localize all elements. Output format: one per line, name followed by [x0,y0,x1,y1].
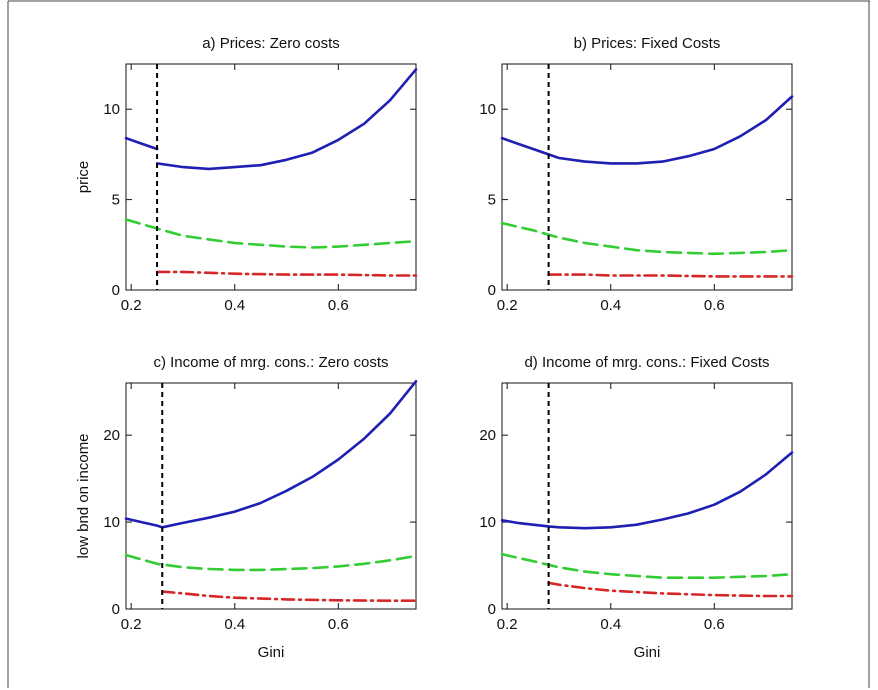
x-tick-label: 0.2 [497,616,518,633]
series-1-line [500,451,794,530]
chart-title: a) Prices: Zero costs [202,35,340,52]
x-axis-label: Gini [258,644,285,661]
y-tick-label: 10 [103,101,120,118]
y-tick-label: 20 [479,427,496,444]
series-1-line [124,136,159,151]
series-3-line [161,590,418,603]
series-1-line [500,95,794,165]
y-tick-label: 5 [112,192,120,209]
y-tick-label: 5 [488,192,496,209]
y-tick-label: 20 [103,427,120,444]
chart-panel-2: b) Prices: Fixed Costs 0.2 0.4 0.6 0 5 10 [479,35,794,314]
x-tick-label: 0.6 [704,297,725,314]
axes-box [501,63,793,291]
chart-title: b) Prices: Fixed Costs [574,35,721,52]
x-tick-label: 0.2 [121,297,142,314]
x-tick-label: 0.6 [328,297,349,314]
x-tick-label: 0.4 [600,616,621,633]
x-tick-label: 0.6 [328,616,349,633]
y-tick-label: 0 [112,282,120,299]
series-3-line [547,273,794,278]
chart-panel-1: a) Prices: Zero costs 0.2 0.4 0.6 0 5 10 price [75,35,418,314]
y-tick-label: 10 [103,514,120,531]
series-2-line [500,221,794,256]
y-tick-label: 10 [479,514,496,531]
x-tick-label: 0.2 [497,297,518,314]
axes-box [125,63,417,291]
x-tick-label: 0.4 [600,297,621,314]
series-1-line [124,379,418,529]
y-axis-label: price [75,161,92,194]
chart-title: d) Income of mrg. cons.: Fixed Costs [524,354,769,371]
x-tick-label: 0.4 [224,297,245,314]
series-1-line [155,68,418,171]
series-3-line [547,581,794,598]
axes-box [125,382,417,610]
series-3-line [155,270,418,277]
x-tick-label: 0.6 [704,616,725,633]
axes-box [501,382,793,610]
y-tick-label: 0 [112,601,120,618]
series-2-line [124,553,418,572]
x-axis-label: Gini [634,644,661,661]
y-tick-label: 10 [479,101,496,118]
x-tick-label: 0.4 [224,616,245,633]
y-tick-label: 0 [488,282,496,299]
chart-title: c) Income of mrg. cons.: Zero costs [153,354,388,371]
x-tick-label: 0.2 [121,616,142,633]
y-tick-label: 0 [488,601,496,618]
series-2-line [500,552,794,580]
chart-panel-3: c) Income of mrg. cons.: Zero costs 0.2 0.… [75,354,418,661]
y-axis-label: low bnd on income [75,433,92,558]
series-2-line [124,218,418,249]
